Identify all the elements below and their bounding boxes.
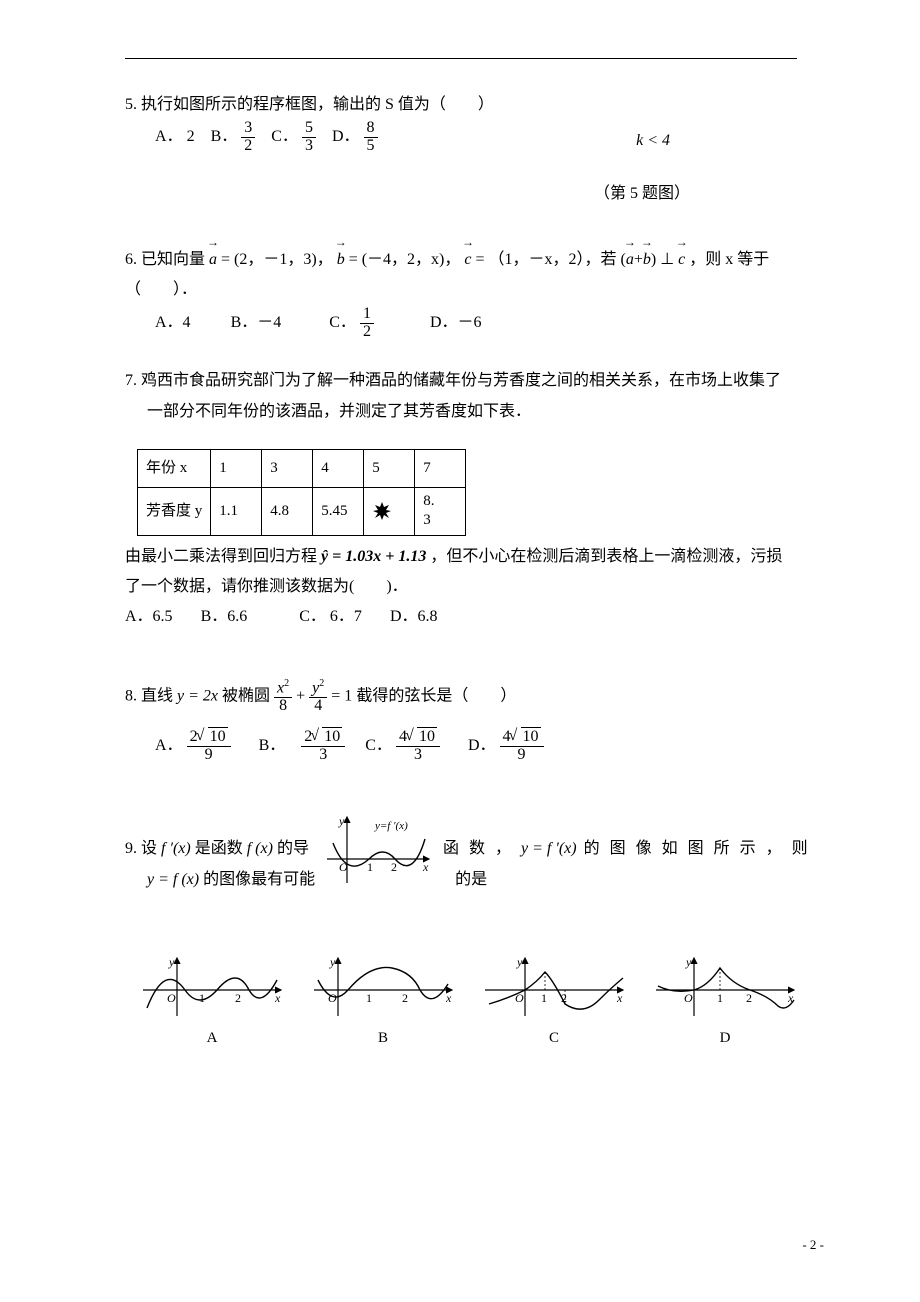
q8-opt-d-label: D． [468, 737, 496, 754]
q8-opt-a: 210 9 [187, 729, 231, 764]
q5-opt-b-label: B． [211, 128, 238, 145]
page-number: - 2 - [802, 1233, 824, 1258]
svg-text:2: 2 [402, 991, 408, 1005]
svg-text:y: y [329, 955, 336, 969]
svg-text:y: y [516, 955, 523, 969]
q8-mid: 被椭圆 [222, 687, 274, 704]
q5-stem: 5. 执行如图所示的程序框图，输出的 S 值为（ ） [125, 90, 800, 120]
header-rule [125, 58, 797, 59]
question-7: 7. 鸡西市食品研究部门为了解一种酒品的储藏年份与芳香度之间的相关关系，在市场上… [125, 366, 800, 632]
svg-text:x: x [422, 860, 429, 874]
vector-a: a [209, 239, 217, 275]
svg-text:2: 2 [391, 860, 397, 874]
q7-line2: 一部分不同年份的该酒品，并测定了其芳香度如下表． [125, 397, 800, 427]
svg-text:x: x [445, 991, 452, 1005]
q5-opt-a-val: 2 [187, 128, 195, 145]
inkblot-icon [372, 501, 392, 521]
q8-line-eq: y = 2x [177, 687, 218, 704]
question-8: 8. 直线 y = 2x 被椭圆 x2 8 + y2 4 = 1 截得的弦长是（… [125, 679, 800, 764]
q7-cell-8-3: 8.3 [415, 487, 466, 535]
q7-reg-pre: 由最小二乘法得到回归方程 [125, 548, 321, 565]
q7-line4: 了一个数据，请你推测该数据为( )． [125, 572, 800, 602]
q7-opt-b: B．6.6 [201, 608, 248, 625]
svg-text:O: O [328, 991, 337, 1005]
q9-graph-d: y x O 1 2 D [650, 950, 800, 1053]
question-5: 5. 执行如图所示的程序框图，输出的 S 值为（ ） A． 2 B． 3 2 C… [125, 90, 800, 213]
q6-opt-c-frac: 1 2 [360, 306, 374, 341]
q6-prefix: 6. 已知向量 [125, 251, 205, 268]
q9-graph-a: y x O 1 2 A [137, 950, 287, 1053]
q8-post: 截得的弦长是（ ） [356, 687, 516, 704]
q6-c-val: = （1，－x，2），若 [476, 251, 617, 268]
q7-line1: 7. 鸡西市食品研究部门为了解一种酒品的储藏年份与芳香度之间的相关关系，在市场上… [125, 366, 800, 396]
svg-text:x: x [616, 991, 623, 1005]
q7-opt-d: D．6.8 [390, 608, 438, 625]
q7-opt-c: C． 6．7 [299, 608, 362, 625]
q8-opt-b-label: B． [259, 737, 286, 754]
q6-opt-a: A．4 [155, 314, 191, 331]
svg-text:x: x [274, 991, 281, 1005]
q5-opt-b-frac: 3 2 [241, 120, 255, 155]
svg-text:1: 1 [367, 860, 373, 874]
q8-opt-c-label: C． [365, 737, 392, 754]
q8-opt-a-label: A． [155, 737, 183, 754]
svg-text:2: 2 [746, 991, 752, 1005]
q9-graph-b: y x O 1 2 B [308, 950, 458, 1053]
q9-pre: 9. 设 [125, 840, 161, 857]
vector-c2: c [678, 239, 685, 275]
q5-condition: k < 4 [636, 126, 670, 156]
q5-figure-ref: （第 5 题图） [594, 179, 690, 209]
svg-text:O: O [684, 991, 693, 1005]
q6-cond-close: ) ⊥ [651, 251, 678, 268]
svg-text:1: 1 [366, 991, 372, 1005]
q8-ell-y: y2 4 [309, 679, 327, 715]
q6-opt-c-label: C． [329, 314, 356, 331]
q5-opt-c-frac: 5 3 [302, 120, 316, 155]
svg-text:2: 2 [235, 991, 241, 1005]
q8-pre: 8. 直线 [125, 687, 177, 704]
vector-c: c [464, 239, 471, 275]
q7-reg-post: ，但不小心在检测后滴到表格上一滴检测液，污损 [430, 548, 782, 565]
q6-opt-d: D．－6 [430, 314, 482, 331]
q6-opt-b: B．－4 [231, 314, 282, 331]
svg-text:1: 1 [199, 991, 205, 1005]
vector-b: b [337, 239, 345, 275]
svg-text:y=f ′(x): y=f ′(x) [374, 820, 408, 832]
q8-opt-b: 210 3 [301, 729, 345, 764]
question-9: 9. 设 f ′(x) 是函数 f (x) 的导 y x y=f ′(x) O … [125, 811, 800, 1052]
q6-b-val: = (－4，2，x)， [349, 251, 461, 268]
vector-b2: b [643, 239, 651, 275]
q5-opt-c-label: C． [271, 128, 298, 145]
svg-text:1: 1 [717, 991, 723, 1005]
q6-a-val: = (2，－1，3)， [221, 251, 333, 268]
q7-reg-eq: ŷ = 1.03x + 1.13 [321, 548, 426, 565]
q8-ell-x: x2 8 [274, 679, 292, 715]
svg-text:O: O [339, 860, 348, 874]
svg-text:y: y [685, 955, 692, 969]
q6-tail: ，则 x 等于 [689, 251, 769, 268]
svg-text:y: y [168, 955, 175, 969]
q8-opt-c: 410 3 [396, 729, 440, 764]
q9-option-graphs: y x O 1 2 A y x O 1 [125, 950, 800, 1053]
q6-paren: （ ）． [125, 275, 800, 305]
vector-a2: a [626, 239, 634, 275]
q5-opt-d-label: D． [332, 128, 360, 145]
q9-graph-c: y x O 1 2 C [479, 950, 629, 1053]
svg-text:1: 1 [541, 991, 547, 1005]
q8-opt-d: 410 9 [500, 729, 544, 764]
q5-opt-a-label: A． [155, 128, 183, 145]
svg-text:x: x [787, 991, 794, 1005]
q5-opt-d-frac: 8 5 [364, 120, 378, 155]
q7-opt-a: A．6.5 [125, 608, 173, 625]
q7-table: 年份 x 1 3 4 5 7 芳香度 y 1.1 4.8 5.45 8.3 [137, 449, 466, 536]
question-6: 6. 已知向量 a = (2，－1，3)， b = (－4，2，x)， c = … [125, 239, 800, 340]
q9-fprime-graph: y x y=f ′(x) O 1 2 [317, 811, 435, 887]
q7-blot-cell [364, 487, 415, 535]
svg-text:y: y [338, 814, 345, 828]
svg-text:O: O [167, 991, 176, 1005]
